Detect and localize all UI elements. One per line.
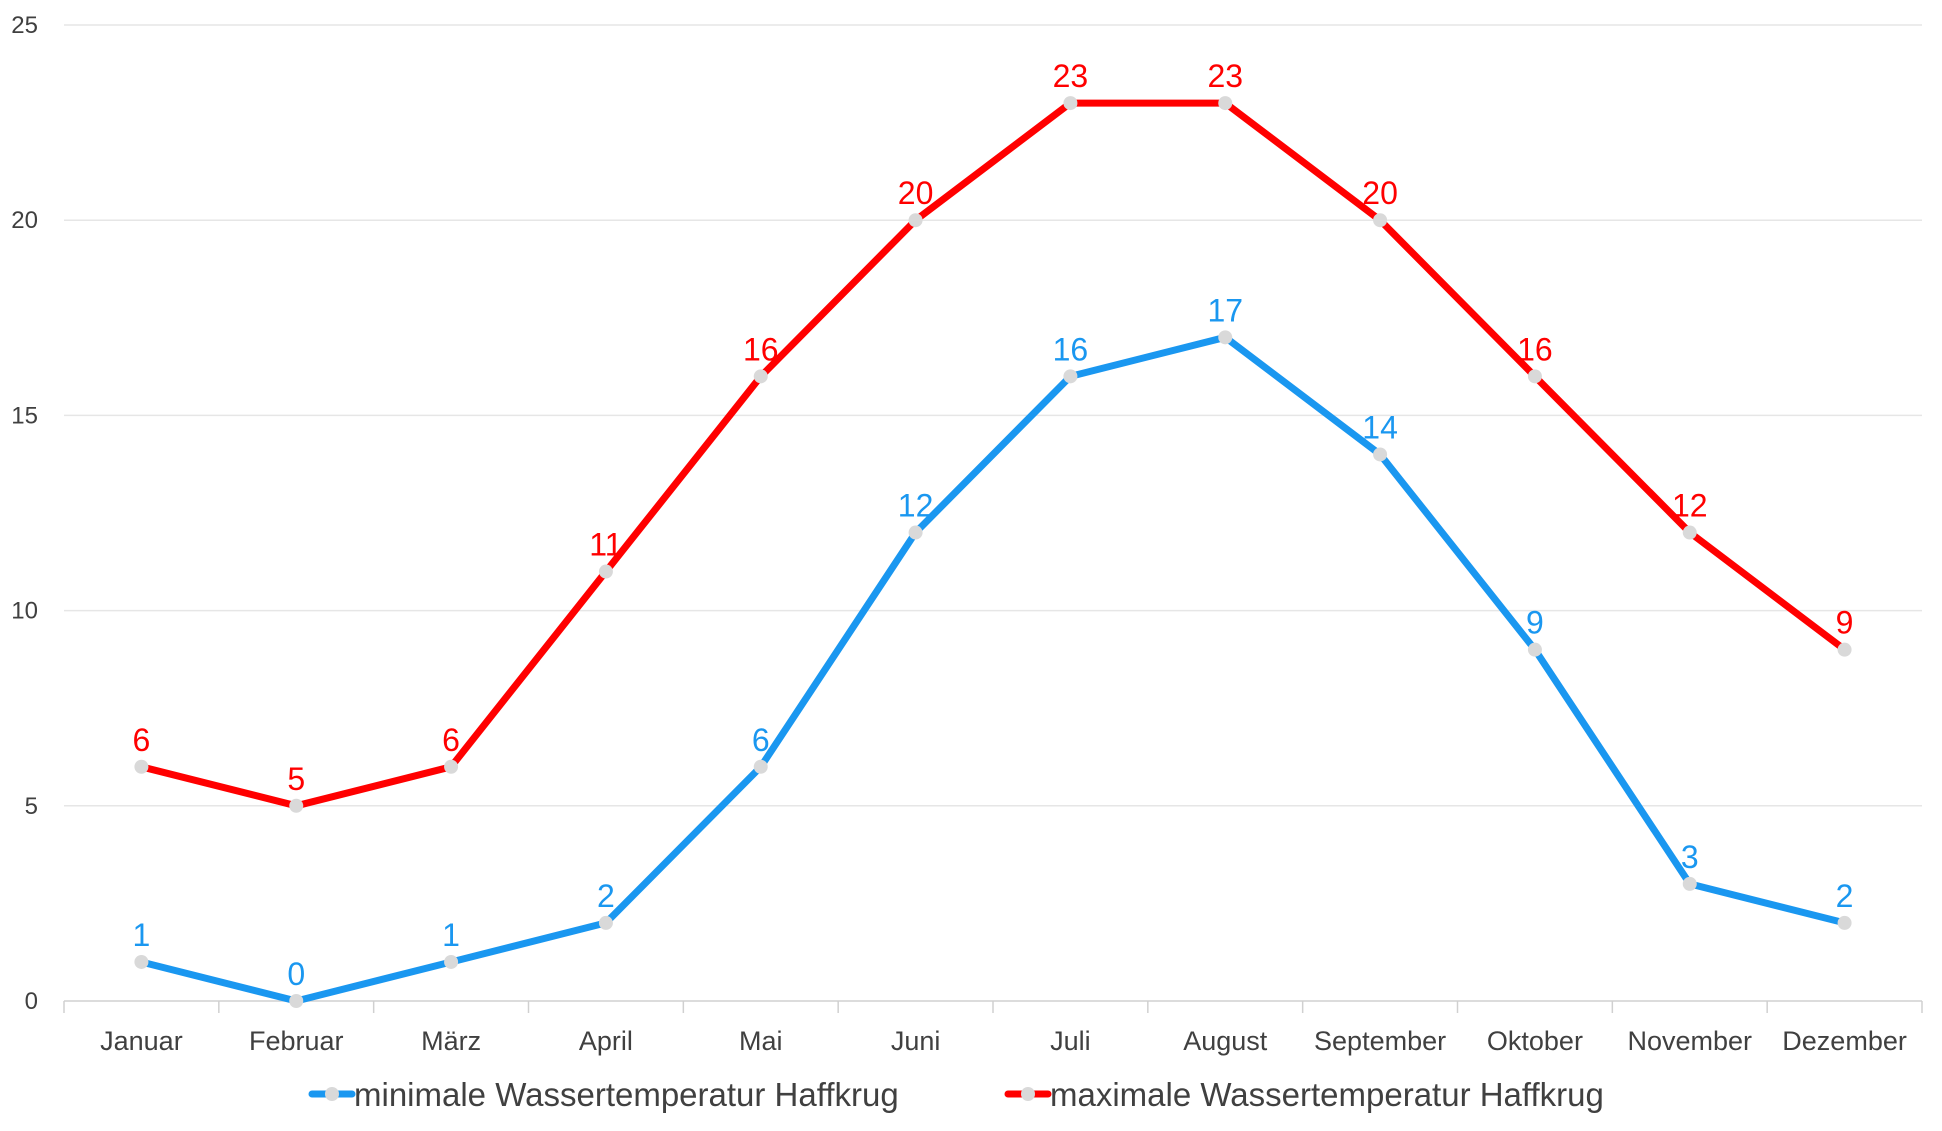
x-tick-label: Juli	[1050, 1026, 1091, 1056]
data-point	[598, 915, 613, 930]
data-point	[1837, 915, 1852, 930]
x-tick-label: Oktober	[1487, 1026, 1583, 1056]
data-label: 23	[1207, 58, 1243, 94]
x-axis-ticks: Januar Februar März April Mai Juni Juli August S…	[63, 1001, 1923, 1056]
data-label: 11	[589, 527, 622, 563]
data-label: 16	[743, 331, 779, 367]
legend-marker	[1021, 1087, 1035, 1101]
data-label: 12	[1672, 488, 1708, 524]
data-point	[908, 525, 923, 540]
data-point	[1063, 96, 1078, 111]
data-point	[444, 954, 459, 969]
data-label: 6	[442, 722, 460, 758]
x-tick-label: September	[1314, 1026, 1446, 1056]
data-label: 3	[1681, 839, 1699, 875]
data-label: 9	[1836, 605, 1854, 641]
data-point	[1218, 96, 1233, 111]
data-point	[1527, 642, 1542, 657]
data-label: 16	[1517, 331, 1553, 367]
x-tick-label: November	[1627, 1026, 1752, 1056]
legend-entry: minimale Wassertemperatur Haffkrug	[354, 1076, 899, 1113]
x-tick-label: August	[1183, 1026, 1268, 1056]
data-point	[1682, 525, 1697, 540]
y-tick-label: 15	[11, 402, 38, 429]
data-label: 2	[1836, 878, 1854, 914]
data-label: 2	[597, 878, 615, 914]
series-line-max	[137, 99, 1849, 810]
data-label: 1	[442, 917, 460, 953]
data-point	[289, 994, 304, 1008]
gridlines	[64, 24, 1922, 1002]
y-tick-label: 5	[25, 793, 38, 820]
data-label: 20	[898, 175, 934, 211]
data-point	[1837, 642, 1852, 657]
legend-marker	[325, 1087, 339, 1101]
data-point	[598, 564, 613, 579]
data-point	[1218, 330, 1233, 345]
y-tick-label: 20	[11, 207, 38, 234]
data-point	[134, 954, 149, 969]
data-label: 9	[1526, 605, 1544, 641]
series-line-min	[137, 333, 1849, 1005]
data-label: 20	[1362, 175, 1398, 211]
data-point	[1527, 369, 1542, 384]
data-label: 12	[898, 488, 934, 524]
x-tick-label: April	[579, 1026, 633, 1056]
data-point	[753, 759, 768, 774]
data-label: 16	[1053, 331, 1089, 367]
data-point	[134, 759, 149, 774]
data-point	[1373, 213, 1388, 228]
x-tick-label: Mai	[739, 1026, 783, 1056]
data-point	[289, 798, 304, 813]
data-point	[1063, 369, 1078, 384]
legend-entry: maximale Wassertemperatur Haffkrug	[1050, 1076, 1604, 1113]
y-tick-label: 10	[11, 598, 38, 625]
y-tick-label: 25	[11, 12, 38, 39]
x-tick-label: Dezember	[1782, 1026, 1907, 1056]
x-tick-label: Juni	[891, 1026, 941, 1056]
data-label: 23	[1053, 58, 1089, 94]
y-axis-ticks: 0 5 10 15 20 25	[11, 12, 38, 1015]
data-label: 5	[287, 761, 305, 797]
x-tick-label: März	[421, 1026, 481, 1056]
data-label: 0	[287, 956, 305, 992]
data-point	[1682, 876, 1697, 891]
data-label: 1	[133, 917, 151, 953]
data-point	[444, 759, 459, 774]
x-tick-label: Februar	[249, 1026, 344, 1056]
series	[134, 96, 1852, 1008]
x-tick-label: Januar	[100, 1026, 183, 1056]
data-point	[1373, 447, 1388, 462]
data-label: 17	[1207, 292, 1243, 328]
data-point	[753, 369, 768, 384]
data-label: 14	[1362, 409, 1398, 445]
y-tick-label: 0	[25, 988, 38, 1015]
data-label: 6	[133, 722, 151, 758]
legend: minimale Wassertemperatur Haffkrug maxima…	[308, 1076, 1604, 1113]
data-label: 6	[752, 722, 770, 758]
data-point	[908, 213, 923, 228]
